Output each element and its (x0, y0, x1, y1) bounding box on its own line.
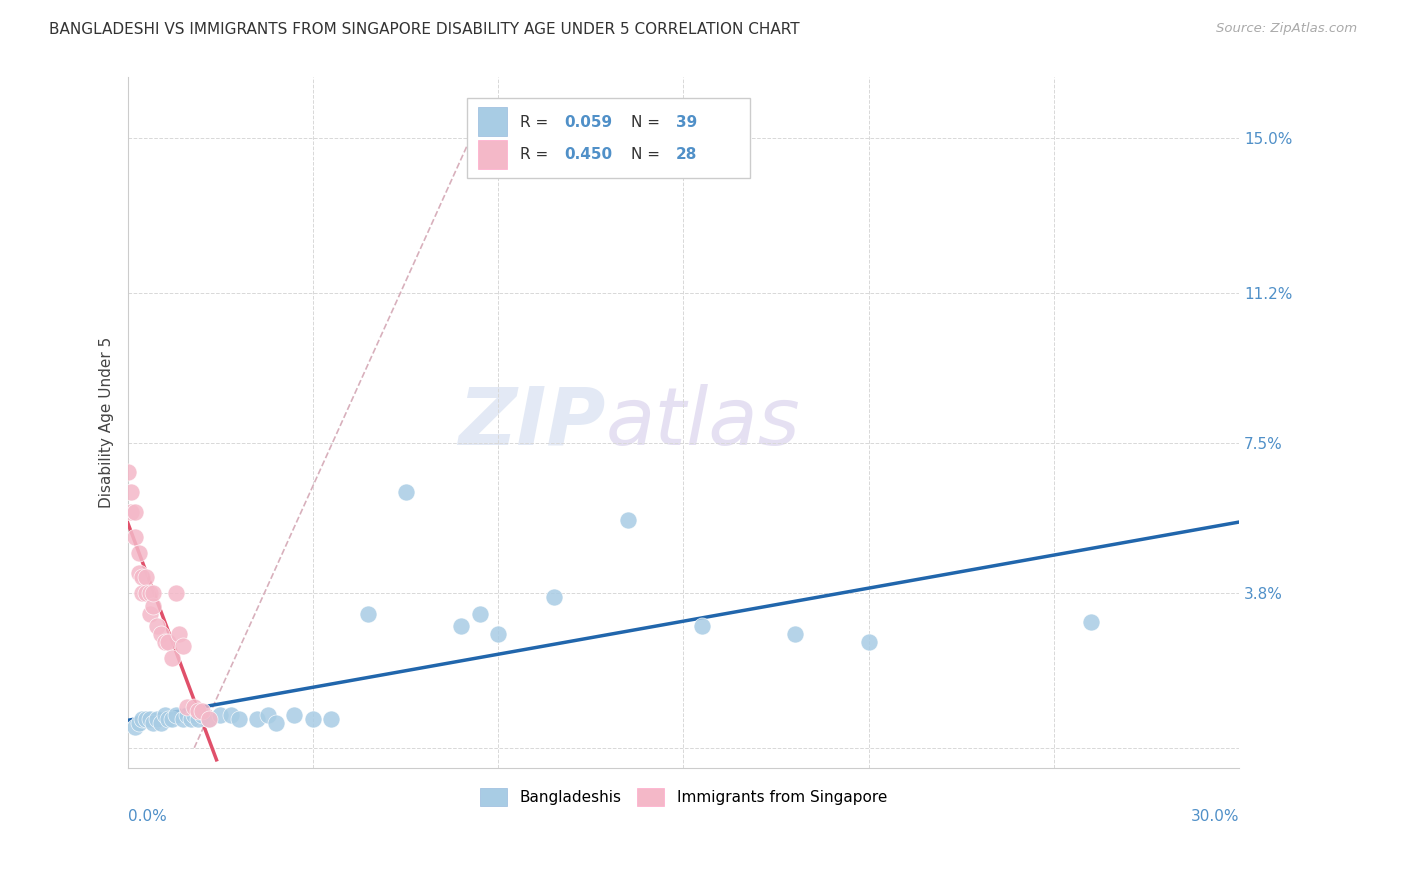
FancyBboxPatch shape (467, 98, 751, 178)
Point (783, 627, 806, 641)
Point (149, 627, 172, 641)
Point (183, 700, 205, 714)
Point (283, 708, 305, 723)
Point (139, 607, 162, 621)
Point (153, 708, 176, 723)
Point (180, 712, 202, 726)
Text: Source: ZipAtlas.com: Source: ZipAtlas.com (1216, 22, 1357, 36)
Point (257, 708, 280, 723)
Text: N =: N = (631, 147, 665, 162)
Text: atlas: atlas (606, 384, 800, 462)
Point (228, 712, 250, 726)
Point (617, 513, 640, 527)
Point (135, 586, 157, 600)
Point (142, 599, 165, 613)
Point (221, 708, 243, 723)
Point (187, 712, 209, 726)
Point (131, 570, 153, 584)
Point (165, 586, 187, 600)
Point (450, 619, 472, 633)
Point (190, 708, 212, 723)
Point (264, 716, 287, 731)
Point (135, 712, 157, 726)
Point (690, 619, 713, 633)
Point (128, 546, 150, 560)
Point (198, 712, 221, 726)
Text: R =: R = (520, 115, 553, 130)
Point (321, 712, 343, 726)
Text: 0.0%: 0.0% (128, 809, 166, 823)
Point (172, 712, 194, 726)
Point (142, 716, 165, 731)
Point (165, 708, 187, 723)
Text: N =: N = (631, 115, 665, 130)
Point (302, 712, 325, 726)
Legend: Bangladeshis, Immigrants from Singapore: Bangladeshis, Immigrants from Singapore (474, 782, 893, 813)
Point (124, 721, 146, 735)
Point (153, 635, 176, 649)
Point (858, 635, 880, 649)
Point (394, 484, 416, 499)
Point (176, 700, 198, 714)
Text: R =: R = (520, 147, 553, 162)
Text: 0.450: 0.450 (564, 147, 613, 162)
Point (117, 465, 139, 479)
Point (1080, 615, 1102, 629)
Point (120, 484, 142, 499)
Text: ZIP: ZIP (458, 384, 606, 462)
Point (468, 607, 491, 621)
Point (543, 591, 565, 605)
Point (146, 619, 169, 633)
Point (135, 570, 157, 584)
Point (172, 639, 194, 653)
Point (128, 716, 150, 731)
Point (139, 586, 162, 600)
Text: 39: 39 (676, 115, 697, 130)
Point (146, 712, 169, 726)
Point (128, 566, 150, 580)
Point (157, 712, 180, 726)
Text: 0.059: 0.059 (564, 115, 613, 130)
Point (149, 716, 172, 731)
Point (190, 704, 212, 718)
Bar (478, 140, 506, 169)
Point (246, 712, 269, 726)
Point (131, 586, 153, 600)
Point (120, 505, 142, 519)
Point (183, 708, 205, 723)
Point (209, 708, 232, 723)
Point (486, 627, 509, 641)
Point (357, 607, 380, 621)
Point (176, 708, 198, 723)
Point (142, 586, 165, 600)
Point (124, 505, 146, 519)
Point (157, 635, 180, 649)
Bar (478, 107, 506, 136)
Y-axis label: Disability Age Under 5: Disability Age Under 5 (100, 337, 114, 508)
Text: 30.0%: 30.0% (1191, 809, 1239, 823)
Point (187, 704, 209, 718)
Point (198, 712, 221, 726)
Point (160, 712, 183, 726)
Text: 28: 28 (676, 147, 697, 162)
Point (139, 712, 162, 726)
Point (160, 651, 183, 665)
Point (131, 712, 153, 726)
Point (169, 627, 191, 641)
Text: BANGLADESHI VS IMMIGRANTS FROM SINGAPORE DISABILITY AGE UNDER 5 CORRELATION CHAR: BANGLADESHI VS IMMIGRANTS FROM SINGAPORE… (49, 22, 800, 37)
Point (124, 529, 146, 543)
